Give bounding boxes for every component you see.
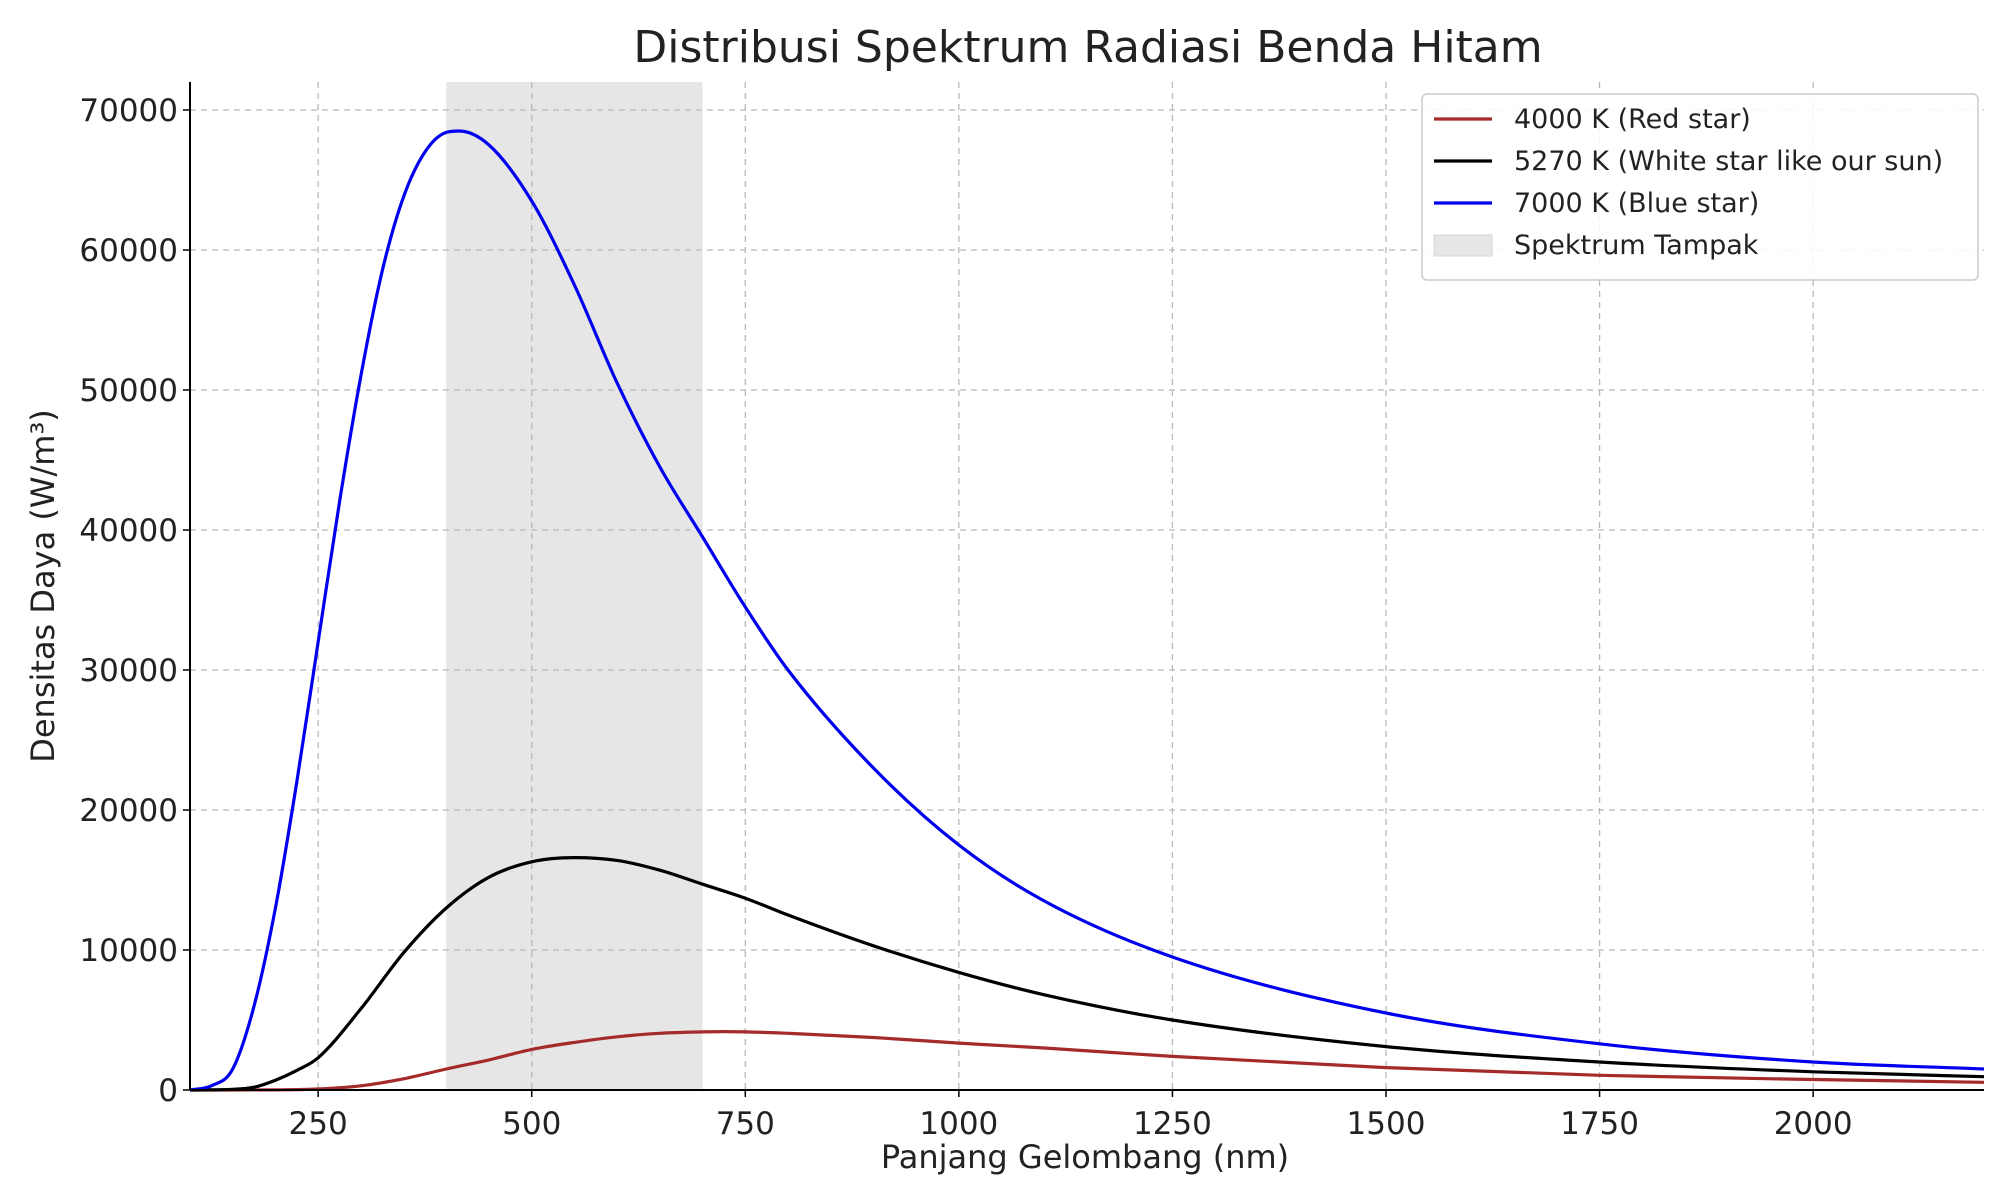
series-line-5270-k-white-star-like-our-sun xyxy=(189,856,1985,1092)
x-tick-label: 500 xyxy=(502,1106,561,1142)
series-line-7000-k-blue-star xyxy=(189,129,1985,1092)
legend-label-4000-k-red-star: 4000 K (Red star) xyxy=(1514,104,1751,135)
y-tick-label: 40000 xyxy=(79,513,178,549)
visible-spectrum-band xyxy=(446,82,703,1090)
chart-title: Distribusi Spektrum Radiasi Benda Hitam xyxy=(633,22,1542,73)
x-tick-label: 1000 xyxy=(919,1106,998,1142)
visible-spectrum-rect xyxy=(446,82,703,1090)
x-tick-label: 1500 xyxy=(1347,1106,1426,1142)
legend-swatch-spektrum-tampak xyxy=(1433,234,1493,257)
x-tick-label: 1250 xyxy=(1133,1106,1212,1142)
x-tick-label: 2000 xyxy=(1774,1106,1853,1142)
series-line-4000-k-red-star xyxy=(189,1030,1985,1092)
y-axis-ticks: 0 10000 20000 30000 40000 50000 60000 70000 xyxy=(79,93,190,1109)
x-tick-label: 750 xyxy=(716,1106,775,1142)
legend-label-5270-k-white-star-like-our-sun: 5270 K (White star like our sun) xyxy=(1514,146,1943,177)
legend-label-7000-k-blue-star: 7000 K (Blue star) xyxy=(1514,188,1759,219)
x-tick-label: 250 xyxy=(289,1106,348,1142)
y-tick-label: 70000 xyxy=(79,93,178,129)
y-axis-label: Densitas Daya (W/m³) xyxy=(24,409,62,763)
y-tick-label: 0 xyxy=(158,1073,178,1109)
x-axis-label: Panjang Gelombang (nm) xyxy=(881,1138,1289,1176)
x-tick-label: 1750 xyxy=(1560,1106,1639,1142)
y-tick-label: 60000 xyxy=(79,233,178,269)
legend-label-spektrum-tampak: Spektrum Tampak xyxy=(1514,230,1759,261)
y-tick-label: 10000 xyxy=(79,933,178,969)
grid xyxy=(190,82,1984,1090)
y-tick-label: 30000 xyxy=(79,653,178,689)
legend: 4000 K (Red star) 5270 K (White star like… xyxy=(1421,93,1979,281)
legend-frame xyxy=(1421,93,1979,281)
y-tick-label: 20000 xyxy=(79,793,178,829)
y-tick-label: 50000 xyxy=(79,373,178,409)
x-axis-ticks: 250 500 750 1000 1250 1500 1750 2000 xyxy=(289,1090,1853,1142)
series-lines xyxy=(189,129,1985,1092)
